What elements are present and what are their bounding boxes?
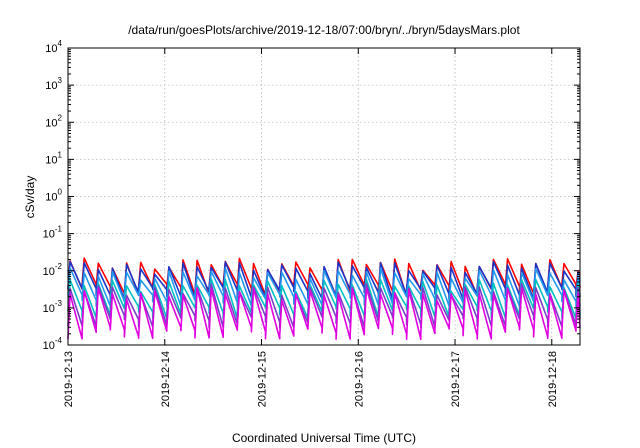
y-tick-label: 10-3 (43, 299, 63, 315)
y-tick-label: 10-1 (43, 225, 63, 241)
x-tick-label: 2019-12-17 (450, 351, 462, 407)
y-axis-label: cSv/day (23, 176, 37, 219)
y-tick-labels: 10-4 10-3 10-2 10-1 100 101 102 103 104 (43, 39, 63, 352)
x-tick-label: 2019-12-18 (547, 351, 559, 407)
ticks (67, 47, 580, 346)
x-tick-label: 2019-12-15 (257, 351, 269, 407)
y-tick-label: 104 (45, 39, 62, 55)
series-line (67, 287, 581, 340)
y-tick-label: 102 (45, 113, 62, 129)
y-tick-label: 10-2 (43, 262, 63, 278)
x-tick-label: 2019-12-16 (353, 351, 365, 407)
x-tick-label: 2019-12-14 (160, 351, 172, 407)
y-tick-label: 101 (45, 150, 62, 166)
x-tick-label: 2019-12-13 (63, 351, 75, 407)
y-tick-label: 100 (45, 188, 62, 204)
series-group (67, 257, 581, 340)
x-axis-label: Coordinated Universal Time (UTC) (232, 431, 416, 445)
chart-title: /data/run/goesPlots/archive/2019-12-18/0… (128, 23, 520, 37)
series-line (67, 267, 581, 307)
series-line (67, 260, 581, 301)
y-tick-label: 10-4 (43, 336, 63, 352)
y-tick-label: 103 (45, 76, 62, 92)
x-tick-labels: 2019-12-13 2019-12-14 2019-12-15 2019-12-16… (63, 351, 559, 407)
